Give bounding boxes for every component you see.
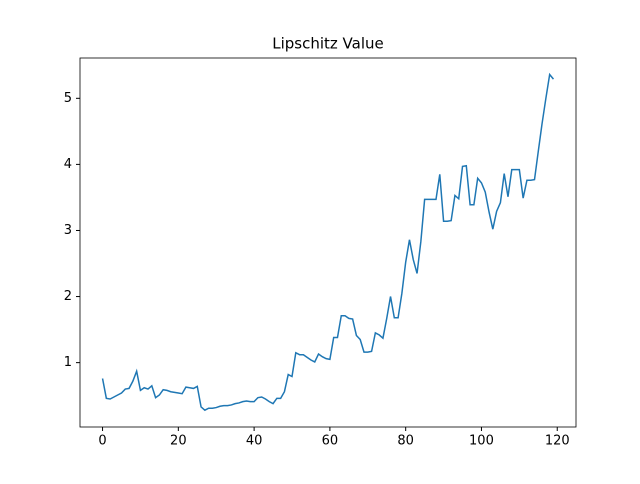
plot-frame — [79, 57, 577, 428]
x-tick-label: 100 — [469, 434, 494, 449]
y-tick-label: 5 — [64, 91, 72, 106]
x-tick-label: 40 — [246, 434, 263, 449]
x-tick-label: 60 — [322, 434, 339, 449]
y-tick-label: 3 — [64, 223, 72, 238]
y-tick-label: 2 — [64, 289, 72, 304]
y-tick-label: 1 — [64, 355, 72, 370]
y-tick-label: 4 — [64, 157, 72, 172]
line-series — [101, 72, 555, 412]
chart-title: Lipschitz Value — [272, 35, 384, 53]
x-tick-label: 20 — [170, 434, 187, 449]
x-tick-label: 120 — [545, 434, 570, 449]
x-tick-label: 80 — [397, 434, 414, 449]
x-tick-label: 0 — [98, 434, 106, 449]
